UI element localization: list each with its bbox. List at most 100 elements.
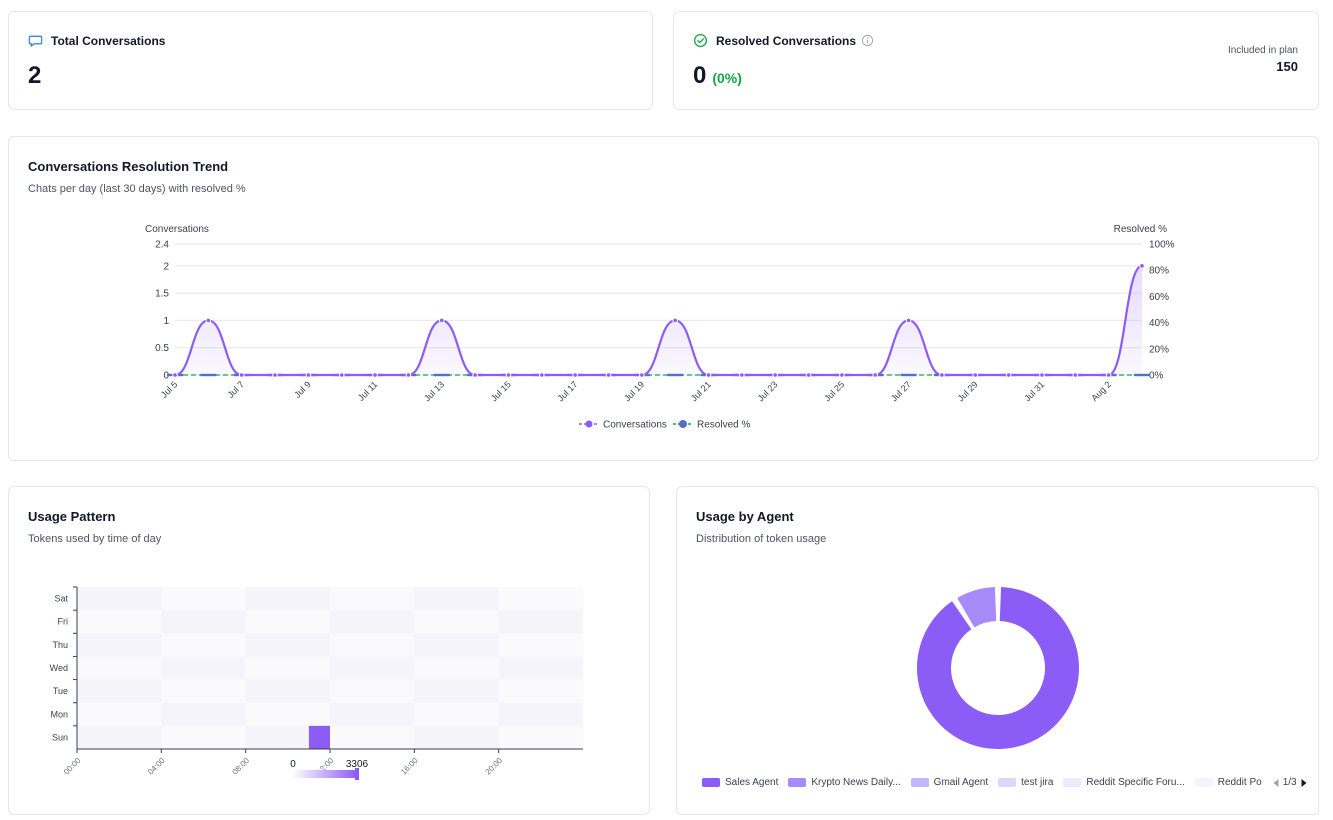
heatmap-cell-bg [498, 610, 583, 634]
heatmap-cell-bg [498, 725, 583, 749]
plan-value: 150 [1276, 59, 1298, 74]
usage-subtitle: Tokens used by time of day [28, 533, 162, 545]
heatmap-cell-bg [498, 633, 583, 657]
total-conversations-card: Total Conversations 2 [8, 11, 653, 110]
conversations-point [405, 372, 412, 378]
donut-slice [916, 587, 1079, 749]
conversations-point [1039, 372, 1045, 378]
heatmap-cell-bg [245, 587, 330, 611]
agent-subtitle: Distribution of token usage [696, 533, 827, 545]
y-tick-label: 0 [163, 371, 169, 382]
scale-min-label: 0 [290, 759, 296, 770]
heatmap-cell-bg [77, 633, 162, 657]
agent-legend-item[interactable]: Reddit Po [1194, 777, 1262, 788]
conversations-point [505, 372, 512, 378]
heatmap-cell-bg [161, 702, 246, 726]
legend-resolved-label: Resolved % [697, 420, 750, 431]
resolved-conversations-value: 0 (0%) [693, 62, 742, 90]
legend-conversations-marker [585, 420, 593, 428]
heatmap-cell-bg [245, 633, 330, 657]
conversations-point [438, 317, 445, 324]
y-tick-label: Thu [52, 640, 68, 650]
trend-subtitle: Chats per day (last 30 days) with resolv… [28, 183, 246, 195]
y2-tick-label: 60% [1149, 292, 1169, 303]
usage-title: Usage Pattern [28, 509, 116, 524]
legend-swatch [788, 778, 807, 787]
agent-legend-item[interactable]: Gmail Agent [910, 777, 988, 788]
total-conversations-header: Total Conversations [28, 33, 165, 48]
resolved-point [667, 373, 684, 377]
agent-donut-chart [916, 587, 1079, 749]
x-tick-label: 00:00 [62, 756, 83, 777]
x-tick-label: Jul 23 [756, 379, 780, 403]
check-circle-icon [693, 33, 708, 48]
legend-label: Reddit Po [1217, 777, 1262, 788]
x-tick-label: Jul 31 [1022, 379, 1046, 403]
conversations-point [1072, 372, 1079, 378]
y-tick-label: 1 [163, 316, 169, 327]
y-tick-label: 2 [163, 261, 169, 272]
prev-page-icon[interactable] [1272, 778, 1280, 788]
conversations-point [739, 372, 745, 378]
conversations-point [805, 372, 812, 378]
conversations-point [939, 372, 945, 378]
legend-page-indicator: 1/3 [1282, 777, 1297, 788]
legend-swatch [702, 778, 720, 787]
conversations-line [174, 264, 1143, 377]
y-tick-label: 2.4 [155, 240, 169, 251]
heatmap-cell-bg [245, 610, 330, 634]
y-tick-label: Tue [53, 686, 68, 696]
agent-legend-item[interactable]: test jira [998, 777, 1053, 788]
heatmap-cell-bg [77, 610, 162, 634]
y2-axis-label: Resolved % [1114, 224, 1167, 235]
heatmap-cell-bg [414, 633, 499, 657]
heatmap-cell-bg [498, 656, 583, 680]
heatmap-cell-bg [161, 656, 246, 680]
x-tick-label: Jul 15 [489, 379, 513, 403]
agent-title: Usage by Agent [696, 509, 794, 524]
agent-legend-item[interactable]: Reddit Specific Foru... [1063, 777, 1185, 788]
heatmap-cell-bg [77, 587, 162, 611]
heatmap-cell-bg [161, 633, 246, 657]
conversations-point [338, 372, 345, 378]
y2-tick-label: 20% [1149, 344, 1169, 355]
usage-pattern-card: Usage Pattern Tokens used by time of day… [8, 486, 650, 815]
total-conversations-label: Total Conversations [51, 33, 166, 48]
legend-swatch [1194, 778, 1213, 787]
resolved-point [900, 373, 917, 377]
total-conversations-value: 2 [28, 62, 42, 89]
donut-slice [957, 587, 997, 628]
x-tick-label: Jul 5 [159, 379, 180, 400]
plan-label: Included in plan [1227, 45, 1298, 56]
x-tick-label: Aug 2 [1089, 379, 1113, 403]
resolved-point [1134, 373, 1150, 377]
heatmap-cell-bg [77, 725, 162, 749]
heatmap-cell-bg [330, 633, 415, 657]
conversations-point [372, 372, 378, 378]
conversations-point [972, 372, 979, 378]
resolved-conversations-label: Resolved Conversations [716, 33, 857, 48]
y-tick-label: Fri [58, 617, 69, 627]
resolved-point [433, 373, 450, 377]
legend-conversations-label: Conversations [603, 420, 667, 431]
conversations-point [872, 372, 879, 378]
legend-label: Krypto News Daily... [811, 777, 901, 788]
x-tick-label: Jul 11 [356, 379, 380, 403]
x-tick-label: Jul 17 [555, 379, 579, 403]
conversations-point [705, 372, 712, 378]
agent-legend-item[interactable]: Sales Agent [702, 777, 778, 788]
x-tick-label: Jul 21 [689, 379, 713, 403]
trend-title: Conversations Resolution Trend [28, 159, 229, 174]
y2-tick-label: 100% [1149, 240, 1175, 251]
next-page-icon[interactable] [1300, 778, 1308, 788]
usage-by-agent-card: Usage by Agent Distribution of token usa… [676, 486, 1319, 815]
conversations-point [1105, 372, 1112, 378]
y-tick-label: Sun [52, 732, 68, 742]
info-icon[interactable] [861, 34, 874, 47]
conversations-point [272, 372, 278, 378]
conversations-point [905, 317, 912, 324]
x-tick-label: 04:00 [146, 756, 167, 777]
agent-legend-item[interactable]: Krypto News Daily... [788, 777, 901, 788]
conversations-point [572, 372, 578, 378]
conversations-point [305, 372, 312, 378]
